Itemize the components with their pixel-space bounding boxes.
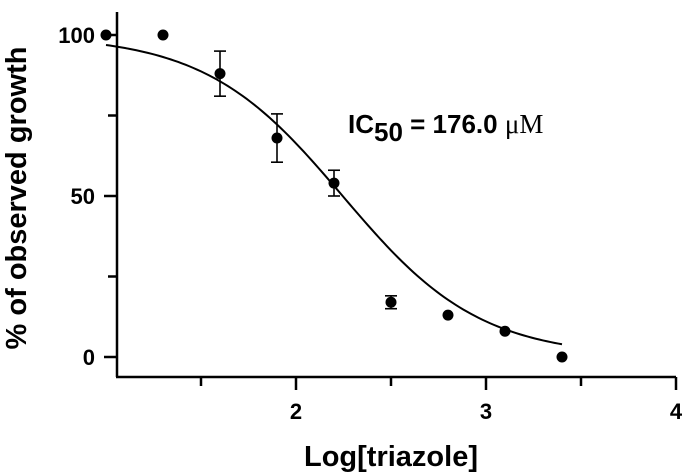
- ic50-value: = 176.0: [403, 109, 505, 139]
- axes: [115, 12, 676, 379]
- y-axis-title: % of observed growth: [1, 47, 33, 350]
- data-point: [499, 325, 511, 337]
- y-tick-label: 50: [71, 184, 95, 209]
- x-tick-label: 3: [480, 399, 492, 424]
- x-axis-title: Log[triazole]: [304, 441, 478, 473]
- y-tick-label: 0: [83, 345, 95, 370]
- ic50-prefix: IC: [348, 109, 374, 139]
- error-bars: [214, 50, 397, 310]
- data-point: [442, 309, 454, 321]
- data-point: [385, 296, 397, 308]
- data-point: [556, 351, 568, 363]
- x-tick-label: 2: [290, 399, 302, 424]
- ic50-unit: μM: [505, 109, 543, 139]
- data-point: [328, 177, 340, 189]
- tick-labels: 0 50 100 2 3 4: [58, 23, 683, 424]
- data-points: [100, 29, 568, 363]
- ic50-annotation: IC50 = 176.0 μM: [348, 109, 543, 147]
- data-point: [271, 132, 283, 144]
- data-point: [214, 68, 226, 80]
- x-tick-label: 4: [670, 399, 683, 424]
- tick-marks: [104, 33, 678, 390]
- ic50-subscript: 50: [374, 117, 403, 147]
- data-point: [100, 29, 112, 41]
- y-tick-label: 100: [58, 23, 95, 48]
- data-point: [157, 29, 169, 41]
